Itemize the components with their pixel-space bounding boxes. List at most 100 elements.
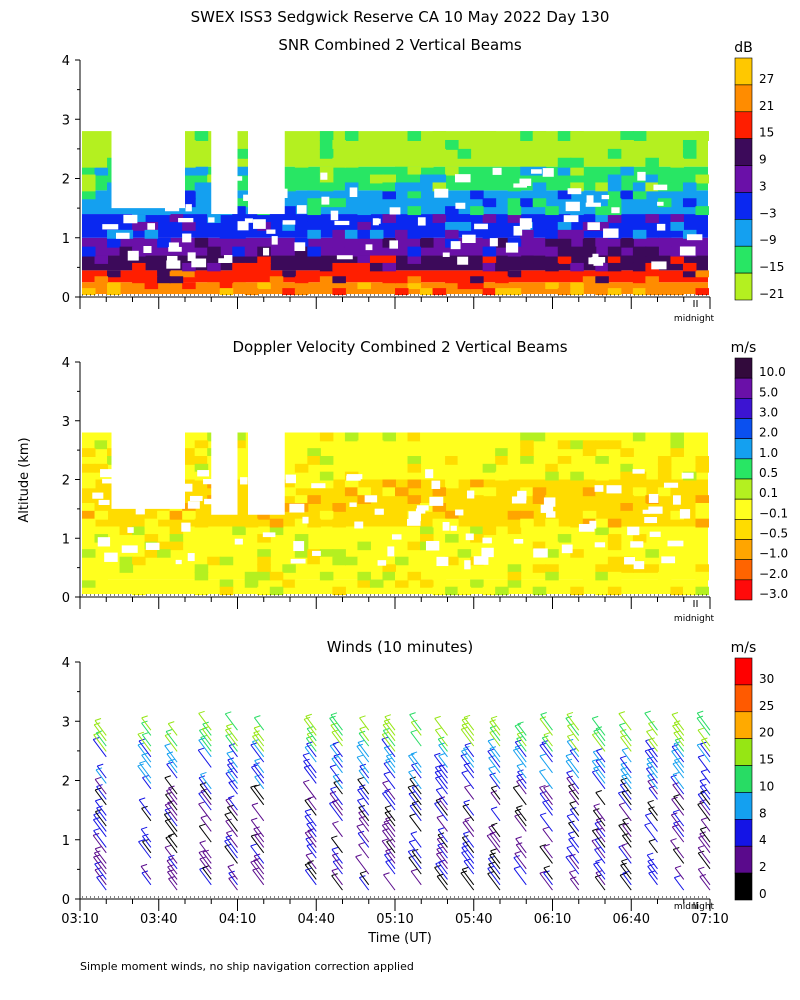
field-cell — [607, 586, 622, 596]
wind-barb — [254, 760, 265, 774]
wind-barb — [385, 818, 396, 832]
field-cell — [344, 131, 359, 141]
colorbar-label: 9 — [759, 153, 767, 167]
wind-barb — [167, 835, 178, 848]
wind-barb — [304, 869, 317, 886]
field-cell — [545, 229, 559, 239]
field-cell — [132, 262, 146, 272]
missing-data-speckle — [203, 478, 214, 485]
wind-barb — [670, 840, 685, 859]
field-cell — [432, 131, 447, 141]
wind-barb — [644, 750, 658, 768]
field-cell — [182, 190, 196, 200]
field-cell — [645, 288, 659, 296]
field-cell — [294, 534, 309, 543]
wind-profile — [460, 714, 475, 891]
field-cell — [395, 182, 409, 192]
wind-barb — [382, 793, 396, 811]
missing-data-speckle — [189, 495, 203, 502]
missing-data-speckle — [606, 485, 622, 494]
field-cell — [520, 463, 534, 473]
wind-barb — [673, 796, 685, 811]
field-cell — [645, 214, 659, 223]
field-cell — [570, 440, 584, 450]
field-cell — [620, 463, 634, 473]
wind-barb — [304, 800, 317, 816]
wind-barb-flag — [595, 790, 602, 793]
field-cell — [395, 288, 409, 296]
field-cell — [695, 586, 709, 596]
field-cell — [307, 206, 321, 216]
missing-data-speckle — [389, 240, 399, 249]
wind-barb — [434, 767, 448, 784]
colorbar-label: 10 — [759, 779, 774, 793]
field-cell — [570, 549, 584, 558]
wind-barb-flag — [464, 742, 472, 746]
colorbar-label: 20 — [759, 726, 774, 740]
field-cell — [169, 534, 184, 543]
field-cell — [670, 246, 684, 257]
field-cell — [695, 456, 709, 465]
wind-barb-flag — [490, 848, 497, 852]
field-cell — [482, 463, 497, 473]
field-cell — [545, 237, 559, 248]
field-cell — [545, 518, 559, 528]
field-cell — [169, 214, 184, 223]
wind-barb — [250, 835, 265, 854]
field-cell — [232, 503, 246, 512]
field-cell — [657, 463, 672, 473]
wind-barb-flag — [95, 846, 102, 850]
missing-data-speckle — [143, 245, 152, 254]
field-cell — [545, 571, 559, 581]
wind-barb-flag — [408, 769, 415, 773]
field-cell — [532, 541, 547, 551]
field-cell — [557, 157, 572, 168]
field-cell — [294, 246, 309, 257]
wind-barb — [490, 808, 501, 822]
y-tick-label: 2 — [62, 775, 70, 790]
wind-barb — [306, 733, 317, 747]
field-cell — [144, 270, 159, 278]
field-cell — [445, 456, 459, 465]
missing-data-speckle — [377, 560, 387, 566]
wind-barb — [515, 807, 527, 822]
field-cell — [620, 471, 634, 481]
field-cell — [344, 182, 359, 192]
field-cell — [194, 586, 209, 596]
field-cell — [570, 518, 584, 528]
wind-barb — [228, 872, 238, 886]
wind-barb-flag — [463, 831, 470, 835]
wind-barb — [306, 728, 317, 742]
field-cell — [194, 270, 209, 278]
field-cell — [269, 276, 284, 284]
field-cell — [582, 448, 597, 457]
wind-barb-flag — [491, 822, 498, 826]
field-cell — [157, 237, 171, 248]
wind-barb-flag — [618, 822, 625, 826]
field-cell — [82, 182, 96, 192]
wind-barb — [95, 732, 107, 747]
wind-barb — [94, 811, 107, 827]
missing-data-speckle — [653, 184, 668, 191]
field-cell — [570, 487, 584, 497]
wind-barb — [93, 852, 107, 870]
missing-data-speckle — [563, 215, 579, 223]
field-cell — [94, 157, 109, 168]
field-cell — [294, 549, 309, 558]
field-cell — [344, 237, 359, 248]
wind-barb — [699, 786, 711, 800]
field-cell — [520, 166, 534, 176]
wind-barb — [460, 729, 475, 747]
field-cell — [119, 564, 134, 573]
wind-barb — [407, 851, 422, 870]
field-cell — [157, 270, 171, 278]
field-cell — [132, 221, 146, 231]
field-cell — [570, 148, 584, 159]
missing-data-speckle — [282, 220, 296, 225]
missing-data-speckle — [644, 517, 658, 524]
field-cell — [632, 276, 647, 284]
wind-barb — [333, 782, 343, 795]
wind-barb — [697, 868, 711, 886]
footnote: Simple moment winds, no ship navigation … — [80, 960, 414, 973]
